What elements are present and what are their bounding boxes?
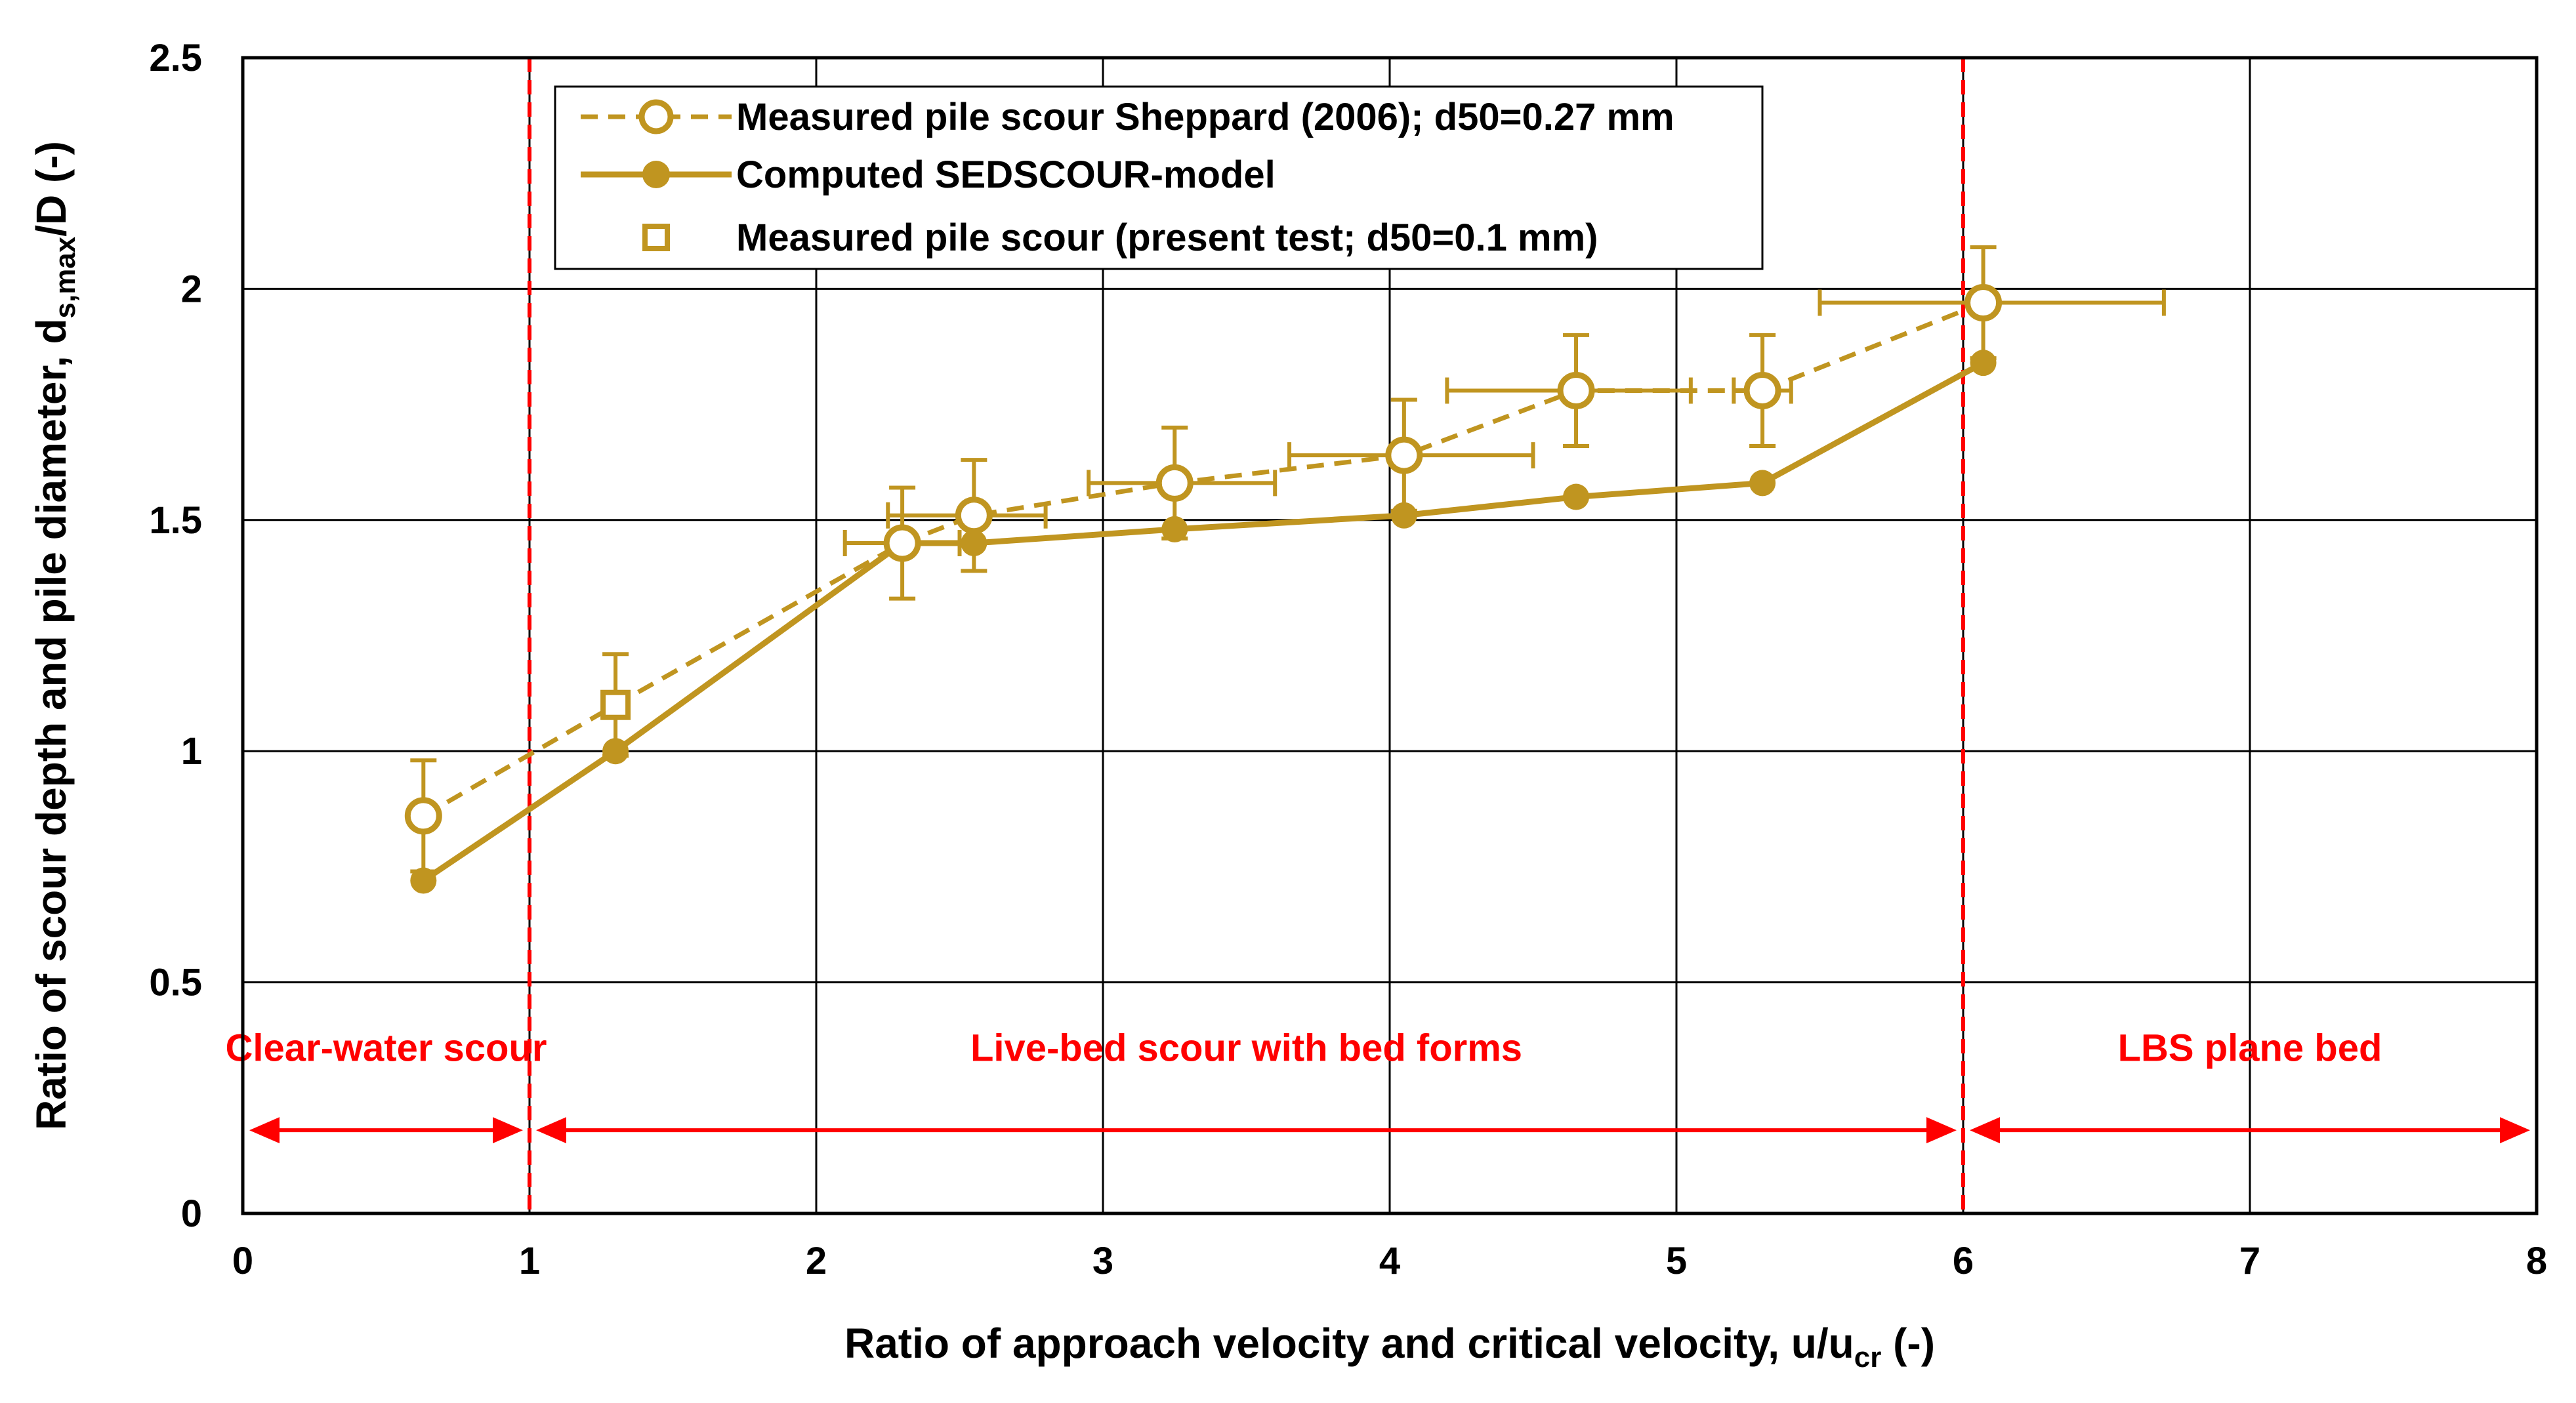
measured-point [955,497,993,535]
regime-label: Live-bed scour with bed forms [970,1027,1522,1069]
series-measured-sheppard [404,284,2003,835]
measured-point [404,797,442,835]
legend: Measured pile scour Sheppard (2006); d50… [554,85,1764,270]
measured-point [1557,371,1595,409]
legend-item: Computed SEDSCOUR-model [581,153,1276,196]
legend-item: Measured pile scour Sheppard (2006); d50… [581,96,1674,138]
computed-point [1563,483,1590,510]
y-tick-label: 0.5 [149,962,202,1004]
axis-titles: Ratio of approach velocity and critical … [28,141,1935,1373]
legend-label: Measured pile scour Sheppard (2006); d50… [736,96,1674,138]
regime-label: Clear-water scour [226,1027,547,1069]
regime-label: LBS plane bed [2118,1027,2382,1069]
series-layer [404,245,2166,894]
series-computed [410,350,1997,894]
computed-point [1390,502,1417,529]
computed-point [410,867,437,894]
x-tick-label: 6 [1953,1240,1974,1282]
x-tick-label: 2 [806,1240,827,1282]
y-tick-label: 2 [181,268,202,310]
y-tick-label: 1.5 [149,499,202,542]
present-test-point [600,689,631,720]
x-tick-label: 5 [1666,1240,1687,1282]
computed-point [1161,516,1188,542]
regime-arrowhead-right [2500,1117,2530,1144]
legend-label: Measured pile scour (present test; d50=0… [736,216,1598,259]
legend-item: Measured pile scour (present test; d50=0… [642,216,1598,259]
x-tick-label: 4 [1379,1240,1400,1282]
regime-arrowhead-left [536,1117,566,1144]
y-tick-label: 1 [181,730,202,773]
regime-arrowhead-left [1970,1117,2000,1144]
measured-point [1155,464,1194,502]
measured-point [1743,371,1781,409]
regime-arrowhead-left [249,1117,280,1144]
legend-swatch-marker [642,224,670,251]
x-tick-label: 1 [519,1240,540,1282]
plot-frame [241,56,2539,1215]
x-tick-label: 0 [232,1240,253,1282]
y-tick-label: 0 [181,1192,202,1235]
y-tick-label: 2.5 [149,37,202,79]
x-tick-label: 8 [2526,1240,2547,1282]
regime-arrowhead-right [1926,1117,1957,1144]
computed-point [1970,350,1997,376]
measured-point [1385,436,1423,474]
legend-swatch-marker [642,161,670,188]
legend-swatch-marker [638,99,674,134]
y-axis-title: Ratio of scour depth and pile diameter, … [28,141,81,1130]
x-tick-label: 7 [2239,1240,2260,1282]
measured-point [883,524,921,562]
tick-labels: 0 1 2 3 4 5 6 7 8 0 0.5 1 1.5 2 2.5 [149,37,2547,1282]
legend-label: Computed SEDSCOUR-model [736,153,1276,196]
series-present-test [600,689,631,720]
measured-point [1964,284,2003,322]
x-tick-label: 3 [1092,1240,1113,1282]
regimes: Clear-water scour Live-bed scour with bed… [226,58,2530,1213]
legend-box [554,85,1764,270]
computed-point [961,530,987,557]
computed-point [602,738,629,765]
x-axis-title: Ratio of approach velocity and critical … [844,1320,1935,1373]
computed-point [1749,470,1776,497]
regime-arrowhead-right [493,1117,523,1144]
